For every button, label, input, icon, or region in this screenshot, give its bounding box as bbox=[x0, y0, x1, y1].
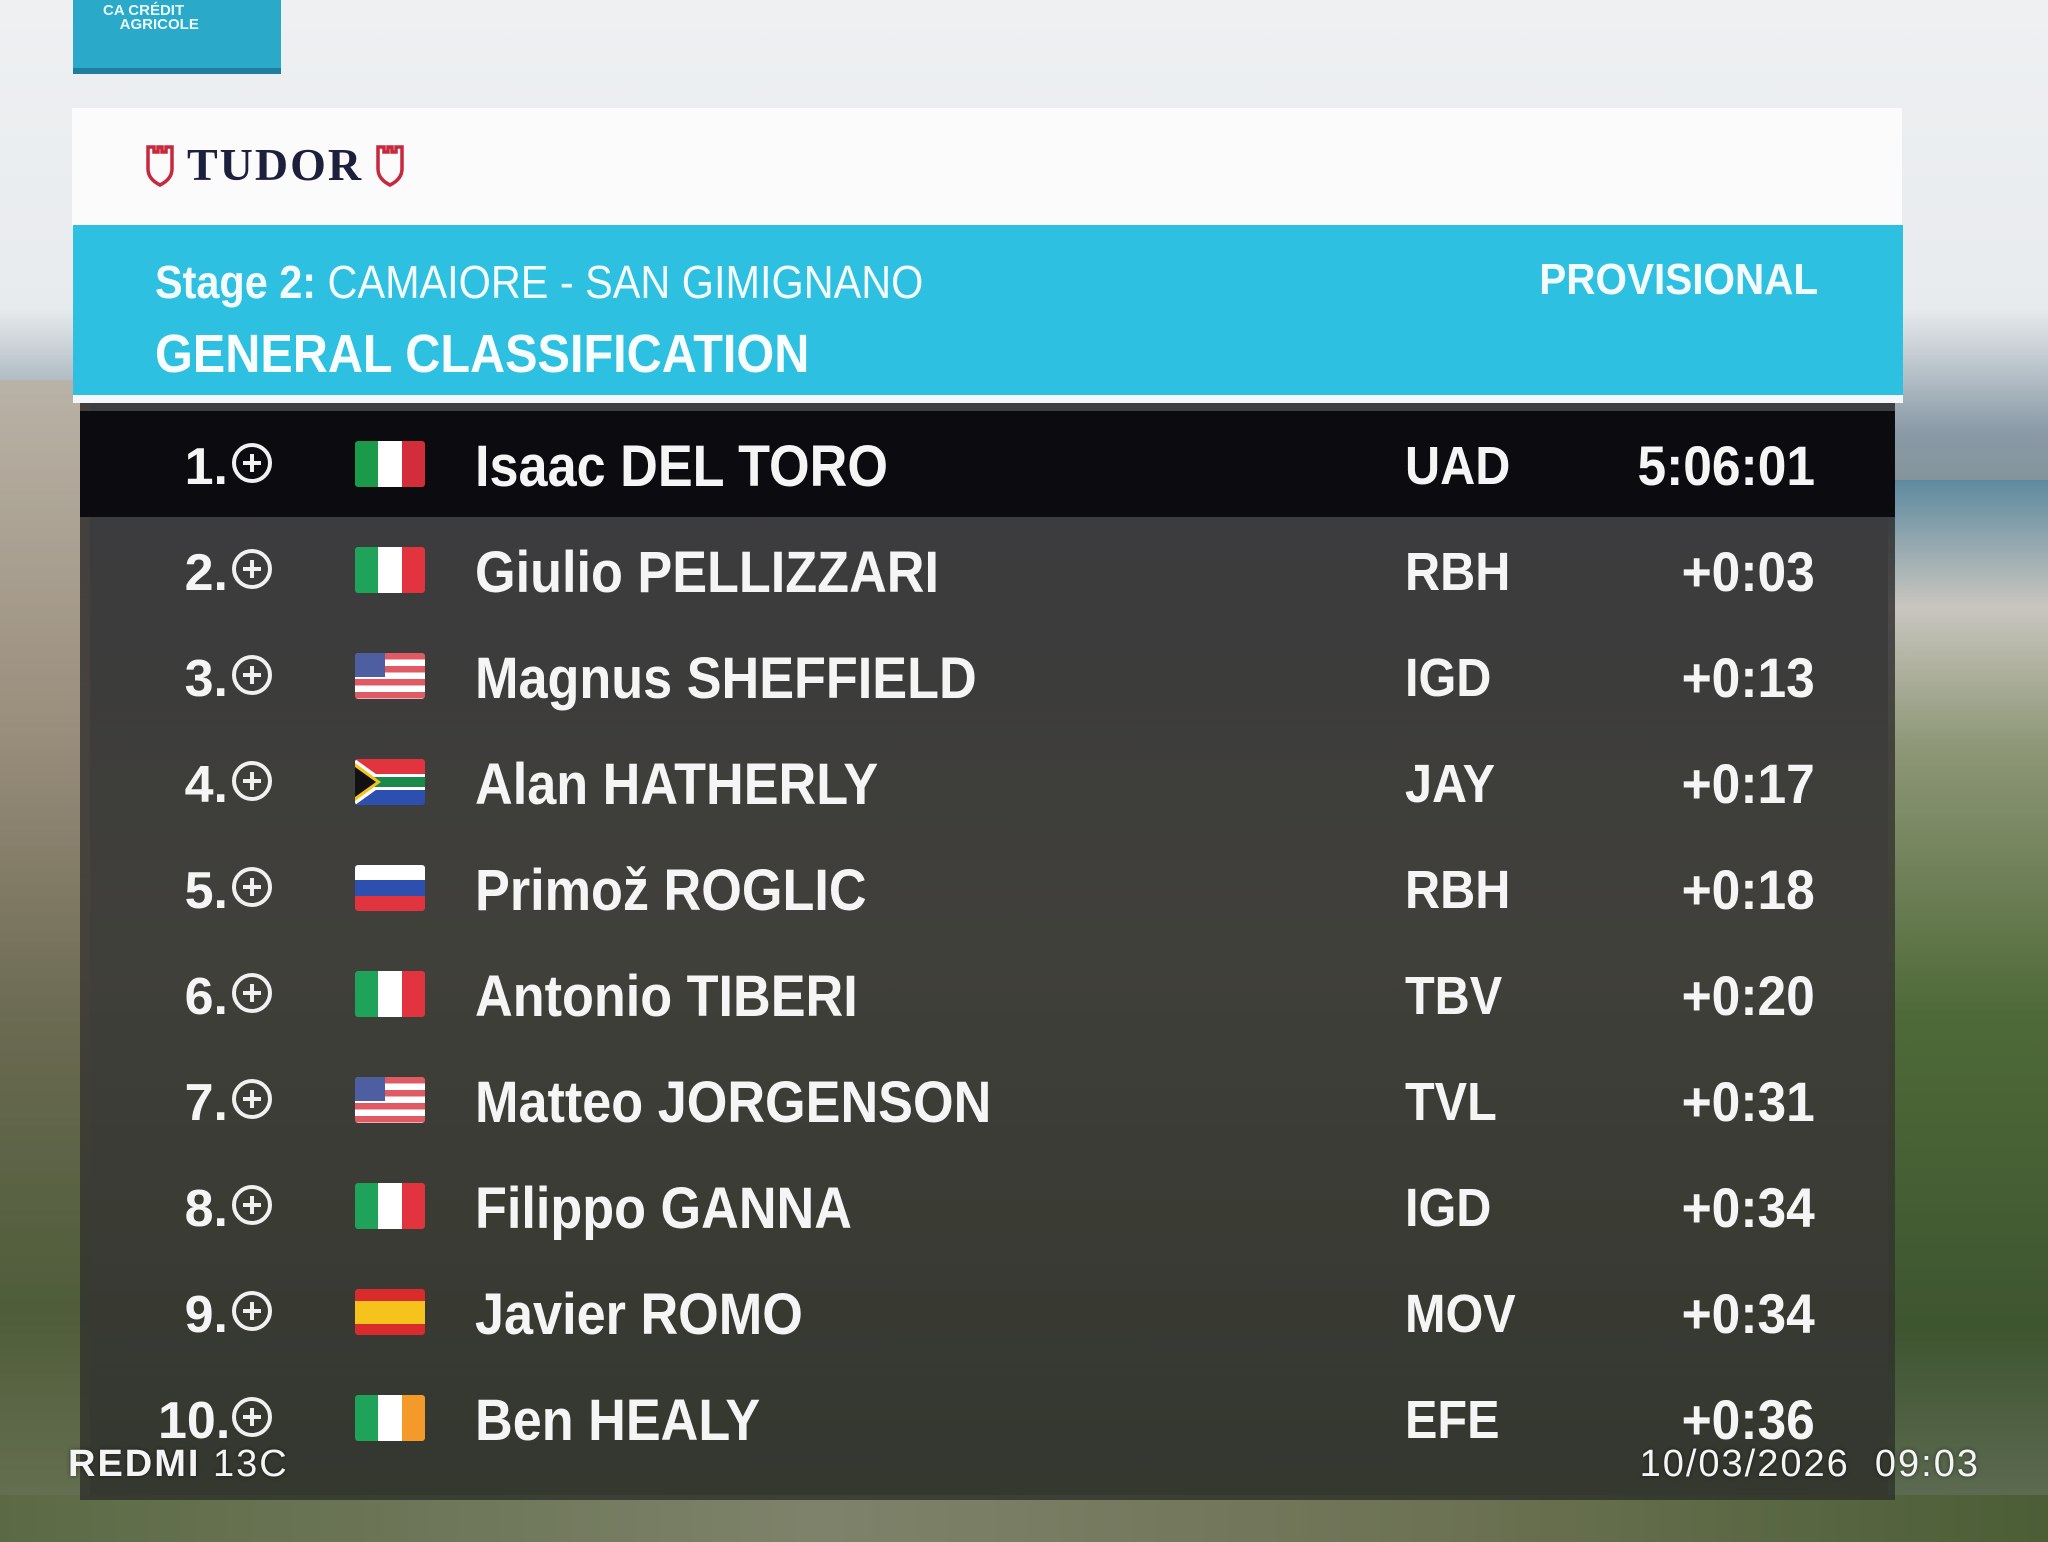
rider-name: Alan HATHERLY bbox=[475, 752, 879, 817]
table-row: 7. Matteo JORGENSON TVL +0:31 bbox=[80, 1047, 1895, 1153]
table-row: 2. Giulio PELLIZZARI RBH +0:03 bbox=[80, 517, 1895, 623]
classification-header: Stage 2: CAMAIORE - SAN GIMIGNANO GENERA… bbox=[73, 225, 1903, 403]
plus-circle-icon bbox=[232, 1185, 272, 1225]
rider-name: Giulio PELLIZZARI bbox=[475, 540, 939, 605]
team-code: EFE bbox=[1405, 1390, 1500, 1450]
table-row: 5. Primož ROGLIC RBH +0:18 bbox=[80, 835, 1895, 941]
gc-time: +0:34 bbox=[1681, 1282, 1815, 1345]
standings-table: 1. Isaac DEL TORO UAD 5:06:01 2. Giulio PELLI… bbox=[80, 403, 1895, 1500]
rider-name: Ben HEALY bbox=[475, 1388, 761, 1453]
gc-time: +0:03 bbox=[1681, 540, 1815, 603]
stage-title: Stage 2: CAMAIORE - SAN GIMIGNANO bbox=[155, 255, 923, 309]
team-code: MOV bbox=[1405, 1284, 1516, 1344]
plus-circle-icon bbox=[232, 443, 272, 483]
team-code: RBH bbox=[1405, 860, 1511, 920]
rider-name: Magnus SHEFFIELD bbox=[475, 646, 977, 711]
italy-flag-icon bbox=[355, 1183, 425, 1229]
plus-circle-icon bbox=[232, 1079, 272, 1119]
tudor-wordmark: TUDOR bbox=[187, 139, 364, 190]
rank: 3. bbox=[184, 650, 228, 708]
table-row: 8. Filippo GANNA IGD +0:34 bbox=[80, 1153, 1895, 1259]
device-brand: REDMI bbox=[68, 1443, 201, 1485]
usa-flag-icon bbox=[355, 653, 425, 699]
plus-circle-icon bbox=[232, 973, 272, 1013]
spain-flag-icon bbox=[355, 1289, 425, 1335]
rider-name: Javier ROMO bbox=[475, 1282, 803, 1347]
slovenia-flag-icon bbox=[355, 865, 425, 911]
rank: 5. bbox=[184, 862, 228, 920]
rider-name: Matteo JORGENSON bbox=[475, 1070, 992, 1135]
south-africa-flag-icon bbox=[355, 759, 425, 805]
team-code: JAY bbox=[1405, 754, 1496, 814]
shield-icon bbox=[146, 144, 174, 187]
team-code: UAD bbox=[1405, 436, 1511, 496]
table-row: 1. Isaac DEL TORO UAD 5:06:01 bbox=[80, 411, 1895, 517]
plus-circle-icon bbox=[232, 655, 272, 695]
table-row: 6. Antonio TIBERI TBV +0:20 bbox=[80, 941, 1895, 1047]
table-row: 9. Javier ROMO MOV +0:34 bbox=[80, 1259, 1895, 1365]
table-row: 3. Magnus SHEFFIELD IGD +0:13 bbox=[80, 623, 1895, 729]
rider-name: Isaac DEL TORO bbox=[475, 434, 888, 499]
rider-name: Primož ROGLIC bbox=[475, 858, 867, 923]
team-code: TBV bbox=[1405, 966, 1503, 1026]
plus-circle-icon bbox=[232, 761, 272, 801]
rider-name: Antonio TIBERI bbox=[475, 964, 858, 1029]
gc-time: +0:13 bbox=[1681, 646, 1815, 709]
italy-flag-icon bbox=[355, 547, 425, 593]
background-scenery-bottom bbox=[0, 1495, 2048, 1542]
rank: 7. bbox=[184, 1074, 228, 1132]
rank: 1. bbox=[184, 438, 228, 496]
team-code: IGD bbox=[1405, 648, 1492, 708]
italy-flag-icon bbox=[355, 971, 425, 1017]
gc-time: +0:20 bbox=[1681, 964, 1815, 1027]
shield-icon bbox=[376, 144, 404, 187]
ireland-flag-icon bbox=[355, 1395, 425, 1441]
rank: 9. bbox=[184, 1286, 228, 1344]
plus-circle-icon bbox=[232, 1291, 272, 1331]
rank: 6. bbox=[184, 968, 228, 1026]
rank: 8. bbox=[184, 1180, 228, 1238]
team-code: TVL bbox=[1405, 1072, 1497, 1132]
background-scenery-left bbox=[0, 380, 90, 1542]
device-model: 13C bbox=[213, 1443, 289, 1485]
gc-time: +0:18 bbox=[1681, 858, 1815, 921]
team-code: IGD bbox=[1405, 1178, 1492, 1238]
classification-title: GENERAL CLASSIFICATION bbox=[155, 324, 810, 384]
team-code: RBH bbox=[1405, 542, 1511, 602]
stage-number: Stage 2: bbox=[155, 256, 317, 308]
gc-time: +0:36 bbox=[1681, 1388, 1815, 1451]
background-scenery-right bbox=[1888, 480, 2048, 1542]
plus-circle-icon bbox=[232, 1397, 272, 1437]
stage-route: CAMAIORE - SAN GIMIGNANO bbox=[327, 256, 924, 308]
rank: 2. bbox=[184, 544, 228, 602]
rider-name: Filippo GANNA bbox=[475, 1176, 852, 1241]
mexico-flag-icon bbox=[355, 441, 425, 487]
timing-sponsor-band: TUDOR bbox=[72, 108, 1902, 228]
status-badge: PROVISIONAL bbox=[1539, 255, 1818, 304]
camera-watermark-device: REDMI 13C bbox=[68, 1443, 289, 1486]
plus-circle-icon bbox=[232, 549, 272, 589]
gc-time: +0:17 bbox=[1681, 752, 1815, 815]
gc-time: +0:31 bbox=[1681, 1070, 1815, 1133]
rank: 10. bbox=[158, 1392, 231, 1450]
table-row: 4. Alan HATHERLY JAY +0:17 bbox=[80, 729, 1895, 835]
table-row: 10. Ben HEALY EFE +0:36 bbox=[80, 1365, 1895, 1471]
gc-time: 5:06:01 bbox=[1637, 434, 1815, 497]
sponsor-logo-text: CA CRÉDIT AGRICOLE bbox=[103, 2, 199, 33]
gc-time: +0:34 bbox=[1681, 1176, 1815, 1239]
usa-flag-icon bbox=[355, 1077, 425, 1123]
sponsor-logo: CA CRÉDIT AGRICOLE bbox=[73, 0, 281, 74]
camera-watermark-datetime: 10/03/2026 09:03 bbox=[1639, 1443, 1980, 1485]
rank: 4. bbox=[184, 756, 228, 814]
plus-circle-icon bbox=[232, 867, 272, 907]
tudor-logo: TUDOR bbox=[145, 138, 405, 191]
